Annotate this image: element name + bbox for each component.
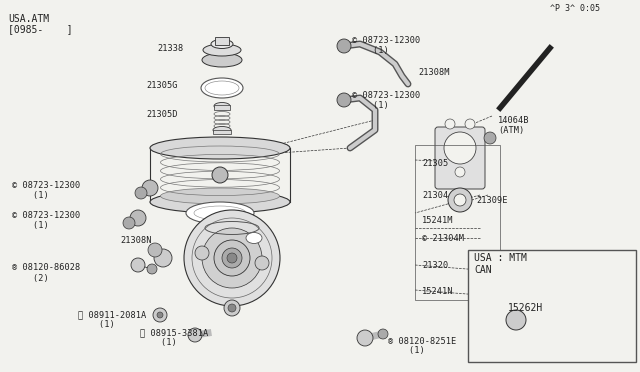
Circle shape [184, 210, 280, 306]
Circle shape [455, 167, 465, 177]
Text: © 08723-12300: © 08723-12300 [12, 211, 80, 219]
Text: © 08723-12300: © 08723-12300 [352, 90, 420, 99]
Text: © 08723-12300: © 08723-12300 [12, 180, 80, 189]
Circle shape [445, 119, 455, 129]
Ellipse shape [150, 137, 290, 159]
Text: ® 08120-8251E: ® 08120-8251E [388, 337, 456, 346]
Text: Ⓞ 08915-3381A: Ⓞ 08915-3381A [140, 328, 208, 337]
Ellipse shape [186, 202, 254, 224]
Ellipse shape [202, 53, 242, 67]
Text: (1): (1) [352, 45, 388, 55]
Circle shape [506, 310, 526, 330]
Ellipse shape [213, 126, 231, 134]
Bar [213, 130, 231, 134]
Circle shape [337, 93, 351, 107]
Text: USA : MTM: USA : MTM [474, 253, 527, 263]
Text: (2): (2) [12, 273, 49, 282]
Circle shape [131, 258, 145, 272]
Circle shape [154, 249, 172, 267]
Text: (1): (1) [352, 100, 388, 109]
Text: (1): (1) [12, 190, 49, 199]
Circle shape [123, 217, 135, 229]
Circle shape [224, 300, 240, 316]
Bar [415, 145, 500, 300]
Circle shape [484, 132, 496, 144]
Text: 21309E: 21309E [476, 196, 508, 205]
Text: 15241N: 15241N [422, 288, 454, 296]
Circle shape [188, 328, 202, 342]
Text: 21308M: 21308M [418, 67, 449, 77]
Circle shape [148, 243, 162, 257]
Text: 21305: 21305 [422, 158, 448, 167]
Circle shape [357, 330, 373, 346]
Circle shape [135, 187, 147, 199]
Text: 21338: 21338 [157, 44, 184, 52]
Ellipse shape [203, 44, 241, 56]
Text: CAN: CAN [474, 265, 492, 275]
Text: 21305G: 21305G [147, 80, 178, 90]
Circle shape [147, 264, 157, 274]
Ellipse shape [161, 188, 280, 204]
Circle shape [212, 167, 228, 183]
Circle shape [378, 329, 388, 339]
Text: (1): (1) [78, 321, 115, 330]
Text: [0985-    ]: [0985- ] [8, 24, 72, 34]
Text: © 21304M: © 21304M [422, 234, 464, 243]
Circle shape [227, 253, 237, 263]
Text: 21308N: 21308N [120, 235, 152, 244]
Text: 15241M: 15241M [422, 215, 454, 224]
Circle shape [454, 194, 466, 206]
Text: USA.ATM: USA.ATM [8, 14, 49, 24]
Circle shape [195, 246, 209, 260]
Text: Ⓝ 08911-2081A: Ⓝ 08911-2081A [78, 311, 147, 320]
Circle shape [157, 312, 163, 318]
FancyBboxPatch shape [435, 127, 485, 189]
Text: ^P 3^ 0:05: ^P 3^ 0:05 [550, 3, 600, 13]
Ellipse shape [246, 232, 262, 244]
Circle shape [202, 228, 262, 288]
Text: (1): (1) [140, 339, 177, 347]
Circle shape [222, 248, 242, 268]
Text: (ATM): (ATM) [498, 125, 524, 135]
Bar [468, 250, 636, 362]
Text: 15262H: 15262H [508, 303, 543, 313]
Text: 14064B: 14064B [498, 115, 529, 125]
Bar [215, 37, 229, 45]
Circle shape [465, 119, 475, 129]
Ellipse shape [150, 191, 290, 213]
Circle shape [228, 304, 236, 312]
Text: ® 08120-86028: ® 08120-86028 [12, 263, 80, 273]
Text: (1): (1) [12, 221, 49, 230]
Text: (1): (1) [388, 346, 425, 356]
Circle shape [337, 39, 351, 53]
Ellipse shape [194, 206, 246, 220]
Text: 21320: 21320 [422, 260, 448, 269]
Circle shape [444, 132, 476, 164]
Circle shape [130, 210, 146, 226]
Circle shape [153, 308, 167, 322]
Text: 21304: 21304 [422, 190, 448, 199]
Ellipse shape [214, 103, 230, 109]
Circle shape [255, 256, 269, 270]
Bar [214, 105, 230, 110]
Circle shape [142, 180, 158, 196]
Ellipse shape [211, 39, 233, 48]
Text: 21305D: 21305D [147, 109, 178, 119]
Ellipse shape [201, 78, 243, 98]
Circle shape [214, 240, 250, 276]
Ellipse shape [205, 81, 239, 95]
Circle shape [448, 188, 472, 212]
Text: © 08723-12300: © 08723-12300 [352, 35, 420, 45]
